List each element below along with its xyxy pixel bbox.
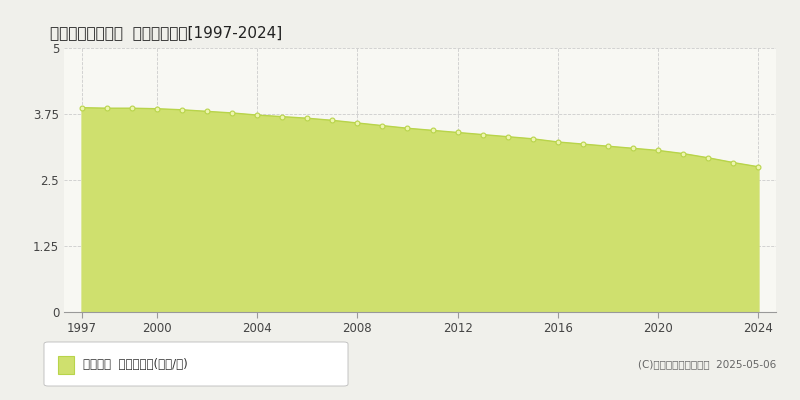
Text: 熊毛郡平生町佐賀  基準地価推移[1997-2024]: 熊毛郡平生町佐賀 基準地価推移[1997-2024] (50, 25, 282, 40)
Text: 基準地価  平均坪単価(万円/坪): 基準地価 平均坪単価(万円/坪) (83, 358, 188, 370)
Text: (C)土地価格ドットコム  2025-05-06: (C)土地価格ドットコム 2025-05-06 (638, 359, 776, 369)
